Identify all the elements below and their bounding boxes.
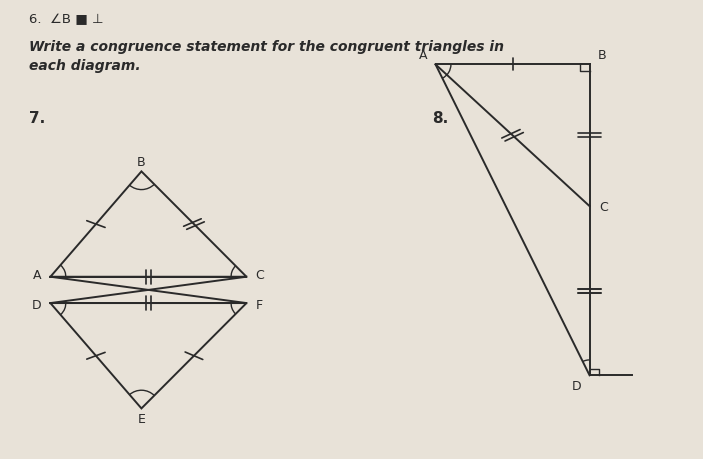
Text: A: A	[33, 269, 41, 282]
Text: C: C	[600, 200, 608, 213]
Text: D: D	[32, 299, 41, 312]
Text: C: C	[256, 269, 264, 282]
Text: Write a congruence statement for the congruent triangles in
each diagram.: Write a congruence statement for the con…	[30, 40, 504, 73]
Text: F: F	[256, 299, 263, 312]
Text: 8.: 8.	[432, 111, 449, 126]
Text: A: A	[418, 49, 427, 62]
Text: B: B	[137, 156, 146, 168]
Text: 7.: 7.	[30, 111, 46, 126]
Text: B: B	[598, 49, 607, 62]
Text: 6.  ∠B ■ ⊥: 6. ∠B ■ ⊥	[30, 13, 104, 26]
Text: D: D	[572, 379, 581, 392]
Text: E: E	[138, 412, 146, 425]
